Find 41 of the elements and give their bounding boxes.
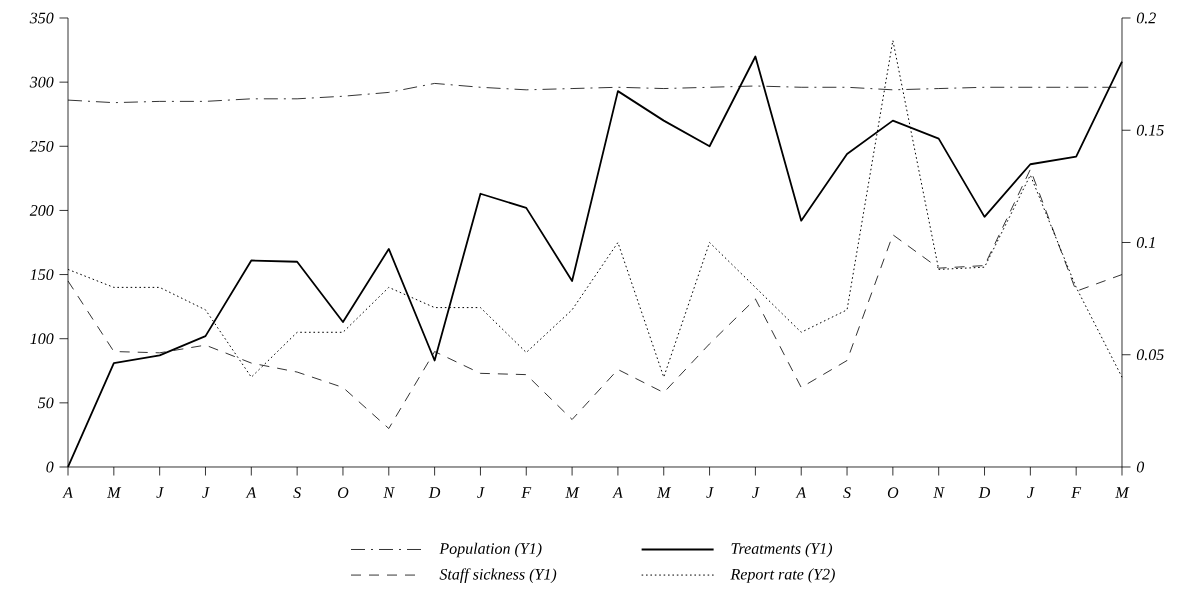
x-tick-label: N: [933, 487, 945, 498]
y-tick-label: 100: [30, 333, 54, 345]
y-tick-label: 300: [29, 76, 54, 88]
y-tick-label: 350: [29, 12, 54, 24]
x-tick-label: D: [978, 487, 991, 498]
x-tick-label: S: [843, 487, 851, 499]
x-tick-label: M: [565, 487, 580, 498]
y-tick-label: 50: [37, 397, 54, 409]
y2-tick-label: 0.15: [1136, 124, 1164, 136]
x-tick-label: M: [656, 487, 672, 498]
y-tick-label: 250: [29, 140, 54, 152]
x-tick-label: A: [62, 487, 73, 498]
legend-label: Population (Y1): [439, 542, 542, 558]
y2-tick-label: 0.05: [1136, 349, 1164, 361]
x-tick-label: M: [1115, 487, 1130, 498]
x-tick-label: A: [612, 487, 623, 498]
x-tick-label: A: [795, 487, 807, 498]
x-tick-label: O: [887, 487, 899, 499]
x-tick-label: J: [752, 487, 760, 498]
legend-label: Treatments (Y1): [731, 542, 833, 558]
y-tick-label: 200: [29, 205, 54, 216]
y-tick-label: 0: [46, 461, 54, 473]
x-tick-label: F: [1071, 487, 1082, 498]
x-tick-label: J: [477, 487, 485, 498]
y2-tick-label: 0.1: [1136, 237, 1155, 248]
x-tick-label: N: [383, 487, 395, 498]
x-tick-label: J: [1027, 487, 1035, 498]
y-tick-label: 150: [30, 269, 54, 280]
legend-label: Report rate (Y2): [730, 568, 835, 583]
x-tick-label: J: [156, 487, 164, 498]
y2-tick-label: 0.2: [1136, 12, 1156, 24]
x-tick-label: M: [106, 487, 122, 498]
y2-tick-label: 0: [1136, 461, 1145, 473]
x-tick-label: D: [428, 487, 441, 498]
x-tick-label: F: [521, 487, 532, 498]
x-tick-label: J: [706, 487, 714, 498]
legend-label: Staff sickness (Y1): [439, 568, 557, 583]
x-tick-label: J: [202, 487, 210, 498]
x-tick-label: O: [338, 487, 349, 499]
x-tick-label: S: [293, 487, 301, 499]
x-tick-label: A: [245, 487, 257, 498]
